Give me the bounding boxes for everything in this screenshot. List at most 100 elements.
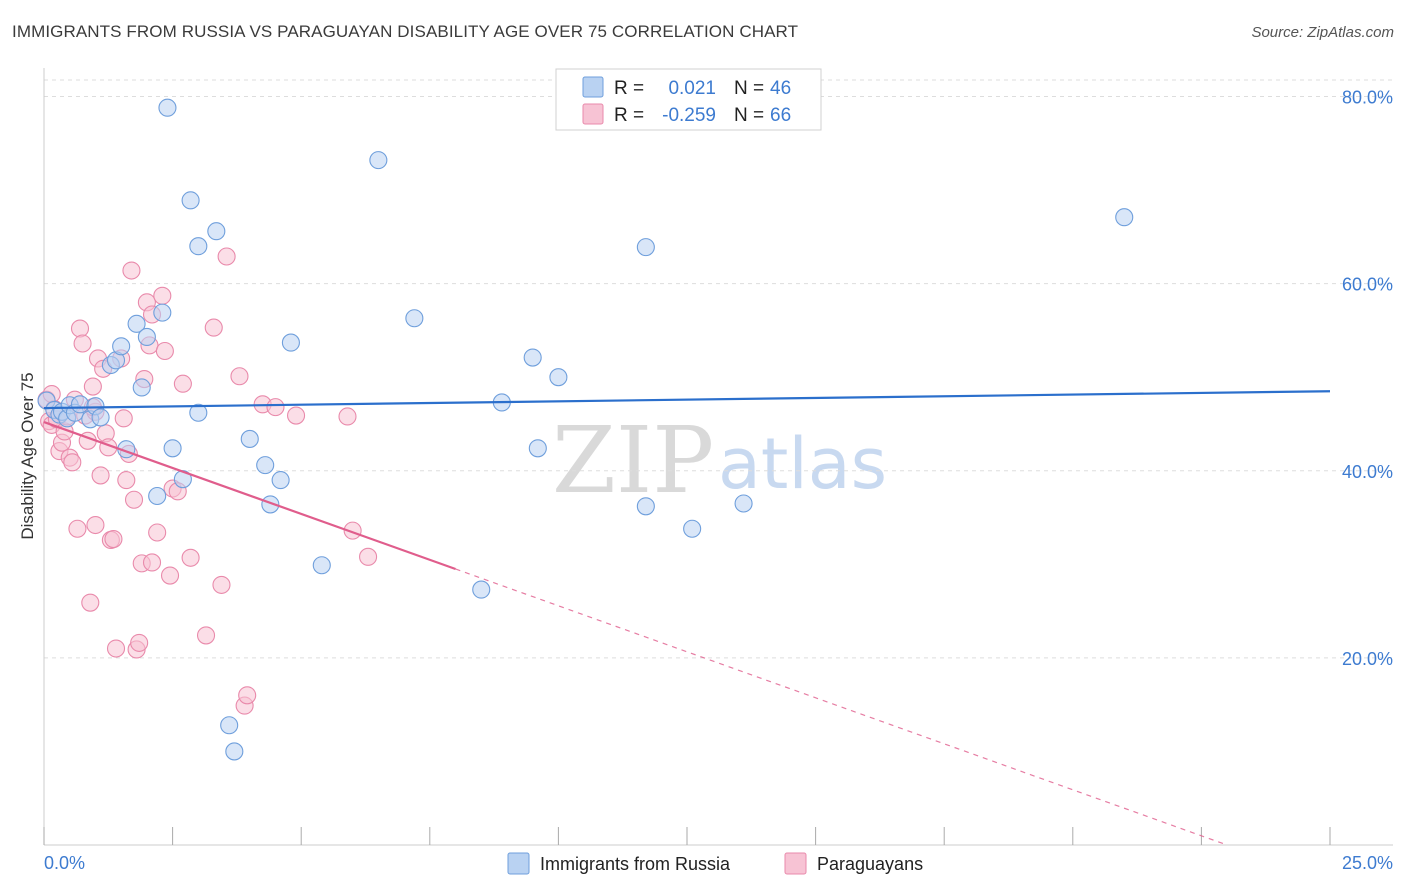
y-tick-label-80: 80.0% (1342, 88, 1393, 108)
point-russia-23 (181, 191, 200, 210)
x-tick-label-max: 25.0% (1342, 853, 1393, 873)
point-russia-33 (281, 333, 300, 352)
legend-swatch-paraguayans (582, 103, 604, 125)
point-russia-7 (70, 395, 90, 414)
point-russia-41 (549, 368, 568, 387)
point-paraguayans-57 (238, 686, 257, 705)
legend-r-label-russia: R = (614, 78, 644, 99)
point-russia-13 (112, 337, 131, 356)
series-legend: Immigrants from Russia Paraguayans (507, 852, 923, 875)
point-paraguayans-43 (148, 523, 167, 542)
point-paraguayans-61 (338, 407, 357, 426)
point-russia-46 (1115, 208, 1134, 227)
legend-r-value-paraguayans: -0.259 (662, 105, 716, 126)
x-tick-label-min: 0.0% (44, 853, 85, 873)
point-russia-30 (256, 456, 275, 475)
y-tick-label-40: 40.0% (1342, 462, 1393, 482)
point-russia-29 (240, 429, 259, 448)
point-russia-45 (734, 494, 753, 513)
legend-n-value-paraguayans: 66 (770, 105, 791, 126)
trend-line-russia (43, 390, 1331, 410)
point-paraguayans-33 (122, 261, 141, 280)
legend-r-label-paraguayans: R = (614, 105, 644, 126)
correlation-legend: R = 0.021 N = 46 R = -0.259 N = 66 (555, 68, 822, 131)
point-paraguayans-31 (117, 471, 136, 490)
point-paraguayans-36 (130, 633, 149, 652)
point-paraguayans-50 (181, 548, 200, 567)
point-paraguayans-46 (160, 566, 180, 585)
point-russia-15 (127, 314, 146, 333)
point-paraguayans-55 (230, 367, 249, 386)
point-russia-26 (207, 222, 226, 241)
point-russia-24 (189, 237, 208, 256)
legend-n-label-russia: N = (734, 78, 764, 99)
point-russia-10 (91, 408, 110, 427)
y-tick-label-20: 20.0% (1342, 649, 1393, 669)
point-paraguayans-45 (155, 341, 174, 361)
source-label: Source: ZipAtlas.com (1251, 24, 1394, 41)
legend-r-value-russia: 0.021 (668, 78, 716, 99)
point-russia-28 (225, 742, 244, 761)
point-russia-17 (137, 327, 156, 347)
point-russia-42 (636, 497, 655, 516)
legend-n-label-paraguayans: N = (734, 105, 764, 126)
trend-lines (43, 390, 1331, 846)
point-russia-18 (148, 486, 167, 506)
series-swatch-russia (507, 852, 530, 875)
point-paraguayans-52 (204, 318, 223, 337)
trend-line-paraguayans (43, 421, 456, 571)
y-tick-label-60: 60.0% (1342, 275, 1393, 295)
point-russia-43 (636, 238, 655, 257)
series-label-russia: Immigrants from Russia (540, 854, 731, 874)
point-paraguayans-53 (212, 575, 231, 594)
point-russia-40 (528, 439, 547, 458)
axes: 20.0% 40.0% 60.0% 80.0% (43, 68, 1393, 846)
point-russia-36 (405, 309, 424, 328)
point-paraguayans-42 (142, 553, 162, 572)
point-paraguayans-30 (114, 409, 133, 428)
point-paraguayans-12 (68, 519, 87, 538)
point-paraguayans-59 (266, 398, 285, 417)
legend-swatch-russia (582, 76, 604, 98)
point-paraguayans-20 (86, 515, 105, 535)
chart-title: IMMIGRANTS FROM RUSSIA VS PARAGUAYAN DIS… (12, 22, 799, 41)
point-paraguayans-49 (173, 374, 192, 393)
watermark-zip: ZIP (552, 407, 714, 514)
data-points (37, 98, 1134, 761)
point-paraguayans-63 (359, 547, 378, 566)
point-paraguayans-10 (63, 453, 82, 472)
point-russia-21 (163, 439, 182, 458)
point-paraguayans-13 (70, 319, 90, 338)
y-axis-label: Disability Age Over 75 (18, 372, 37, 539)
point-paraguayans-51 (196, 626, 216, 645)
point-russia-39 (523, 348, 542, 367)
legend-n-value-russia: 46 (770, 78, 791, 99)
grid-lines (44, 79, 1393, 659)
point-russia-44 (683, 519, 702, 538)
point-paraguayans-18 (83, 377, 102, 396)
point-russia-27 (220, 716, 239, 735)
point-paraguayans-44 (153, 286, 172, 305)
point-paraguayans-22 (91, 466, 110, 485)
point-paraguayans-28 (106, 639, 126, 658)
point-paraguayans-17 (81, 593, 100, 612)
series-swatch-paraguayans (784, 852, 807, 875)
point-russia-19 (153, 303, 172, 322)
point-russia-34 (312, 556, 331, 575)
point-paraguayans-54 (217, 247, 236, 266)
point-russia-16 (132, 378, 151, 397)
point-paraguayans-34 (124, 490, 144, 509)
watermark-atlas: atlas (718, 423, 887, 505)
point-russia-20 (158, 98, 177, 117)
point-russia-25 (189, 403, 208, 422)
series-label-paraguayans: Paraguayans (817, 854, 923, 874)
point-paraguayans-27 (104, 530, 123, 549)
point-russia-32 (271, 471, 290, 490)
point-russia-37 (472, 580, 491, 599)
point-russia-35 (369, 151, 388, 170)
trend-line-paraguayans-extension (455, 568, 1228, 846)
point-paraguayans-14 (73, 334, 92, 353)
point-paraguayans-60 (287, 406, 306, 425)
point-russia-31 (261, 495, 280, 514)
